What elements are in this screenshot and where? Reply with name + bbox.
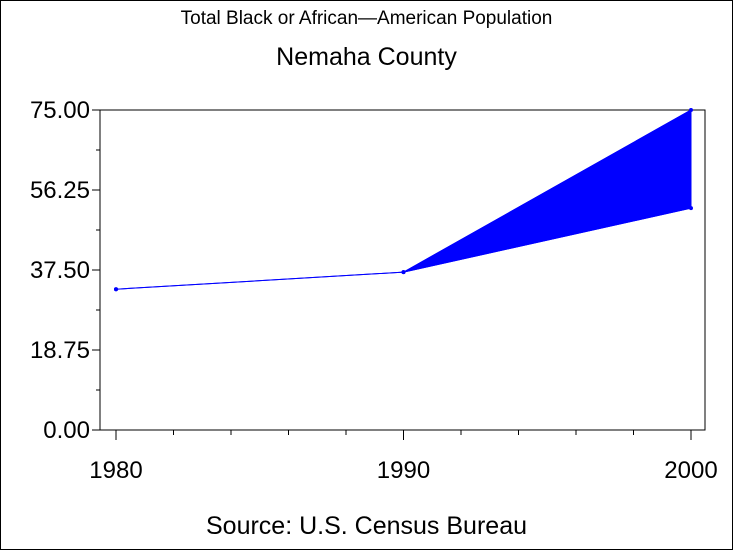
y-tick-label: 18.75 bbox=[30, 337, 90, 364]
y-axis: 0.00 18.75 37.50 56.25 75.00 bbox=[30, 97, 100, 444]
chart-marks bbox=[114, 108, 693, 292]
x-tick-label: 1990 bbox=[377, 457, 430, 484]
y-tick-label: 56.25 bbox=[30, 177, 90, 204]
data-point bbox=[401, 270, 406, 275]
data-point bbox=[114, 287, 118, 292]
data-point bbox=[689, 108, 693, 112]
chart-subtitle: Nemaha County bbox=[276, 43, 457, 71]
y-tick-label: 37.50 bbox=[30, 257, 90, 284]
chart-title: Total Black or African—American Populati… bbox=[180, 8, 553, 29]
chart-source-note: Source: U.S. Census Bureau bbox=[206, 512, 527, 540]
x-axis: 1980 1990 2000 bbox=[89, 430, 718, 484]
y-tick-label: 75.00 bbox=[30, 97, 90, 124]
y-tick-label: 0.00 bbox=[43, 417, 90, 444]
x-tick-label: 2000 bbox=[664, 457, 717, 484]
x-tick-label: 1980 bbox=[89, 457, 142, 484]
data-point bbox=[689, 206, 693, 211]
